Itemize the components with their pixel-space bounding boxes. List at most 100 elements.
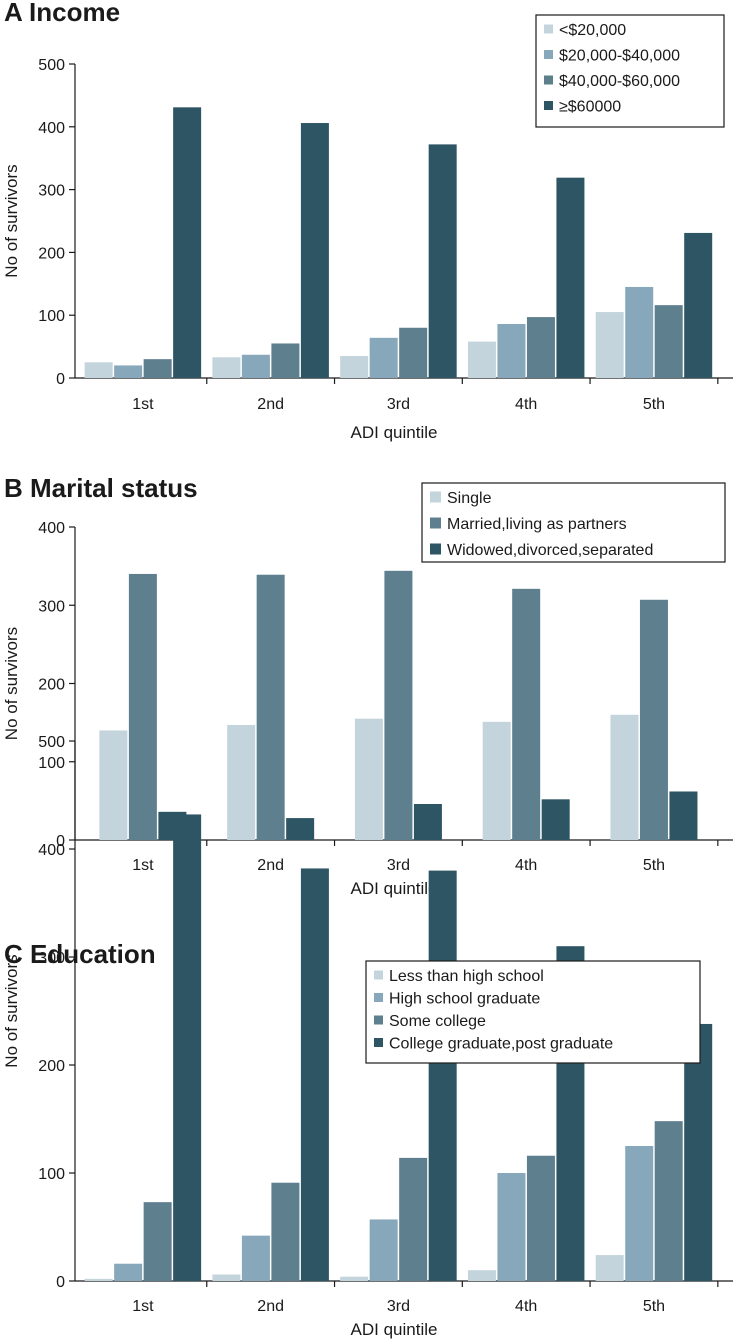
- bar: [467, 1270, 496, 1281]
- bar: [241, 354, 270, 378]
- bar: [526, 1155, 555, 1281]
- x-axis-label: ADI quintile: [351, 423, 438, 442]
- x-tick-label: 5th: [643, 396, 665, 413]
- legend-box: [365, 960, 701, 1064]
- legend-box: [535, 14, 725, 128]
- bar: [399, 1157, 428, 1281]
- legend-swatch: [544, 101, 553, 110]
- legend-entry: High school graduate: [389, 991, 540, 1008]
- bar: [300, 123, 329, 378]
- bar: [654, 1121, 683, 1281]
- legend: <$20,000 $20,000-$40,000 $40,000-$60,000 ≥$…: [535, 14, 725, 128]
- legend-entry: <$20,000: [559, 22, 626, 39]
- y-tick-label: 500: [38, 734, 65, 751]
- legend-swatch: [374, 1038, 383, 1047]
- bar: [610, 714, 639, 840]
- y-tick-label: 200: [38, 245, 65, 262]
- bar: [300, 868, 329, 1281]
- y-tick-label: 100: [38, 308, 65, 325]
- x-tick-label: 1st: [132, 857, 154, 874]
- bar: [173, 814, 202, 1281]
- legend-swatch: [430, 517, 441, 529]
- legend-entry: Single: [447, 490, 492, 507]
- bar: [340, 1276, 369, 1281]
- bar: [286, 818, 315, 840]
- bar: [595, 312, 624, 378]
- bar: [684, 1023, 713, 1281]
- x-tick-label: 5th: [643, 857, 665, 874]
- bar: [512, 588, 541, 840]
- bar: [413, 804, 442, 840]
- bar: [84, 1278, 113, 1281]
- x-tick-label: 3rd: [387, 1298, 410, 1315]
- y-tick-label: 100: [38, 755, 65, 772]
- bar: [556, 177, 585, 378]
- y-axis-label: No of survivors: [2, 954, 21, 1067]
- y-tick-label: 400: [38, 120, 65, 137]
- bar: [256, 574, 285, 840]
- legend-entry: $40,000-$60,000: [559, 73, 680, 90]
- x-tick-label: 4th: [515, 1298, 537, 1315]
- x-tick-label: 3rd: [387, 857, 410, 874]
- y-tick-label: 300: [38, 183, 65, 200]
- chart-title: C Education: [4, 939, 156, 969]
- bar: [173, 107, 202, 378]
- legend-entry: Some college: [389, 1013, 486, 1030]
- x-tick-label: 5th: [643, 1298, 665, 1315]
- y-tick-label: 400: [38, 520, 65, 537]
- bar: [684, 232, 713, 378]
- legend-entry: College graduate,post graduate: [389, 1036, 613, 1053]
- x-tick-label: 1st: [132, 396, 154, 413]
- y-axis-label: No of survivors: [2, 164, 21, 277]
- x-axis-label: ADI quintile: [351, 1320, 438, 1339]
- y-tick-label: 100: [38, 1166, 65, 1183]
- bar: [99, 730, 128, 840]
- x-tick-label: 2nd: [257, 396, 284, 413]
- bar: [84, 362, 113, 378]
- y-tick-label: 0: [56, 1274, 65, 1291]
- bar: [143, 1202, 172, 1281]
- bar: [639, 599, 668, 840]
- y-tick-label: 0: [56, 371, 65, 388]
- legend-swatch: [374, 970, 383, 980]
- x-tick-label: 1st: [132, 1298, 154, 1315]
- y-tick-label: 300: [38, 598, 65, 615]
- bar: [428, 870, 457, 1281]
- legend-swatch: [544, 75, 553, 85]
- y-tick-label: 200: [38, 1058, 65, 1075]
- bar: [467, 341, 496, 378]
- legend-swatch: [374, 1015, 383, 1025]
- legend-swatch: [544, 24, 553, 34]
- x-tick-label: 3rd: [387, 396, 410, 413]
- legend-entry: Married,living as partners: [447, 516, 627, 533]
- legend-entry: $20,000-$40,000: [559, 48, 680, 65]
- legend-entry: Widowed,divorced,separated: [447, 542, 653, 559]
- bar: [114, 1263, 143, 1281]
- legend-swatch: [430, 543, 441, 555]
- y-tick-label: 400: [38, 842, 65, 859]
- y-tick-label: 200: [38, 677, 65, 694]
- bar: [271, 343, 300, 378]
- bar: [541, 799, 570, 840]
- bar: [654, 305, 683, 378]
- x-tick-label: 2nd: [257, 857, 284, 874]
- bar: [212, 1274, 241, 1281]
- bar: [526, 317, 555, 378]
- x-tick-label: 4th: [515, 857, 537, 874]
- legend-swatch: [374, 993, 383, 1002]
- bar: [241, 1235, 270, 1281]
- chart-title: A Income: [4, 0, 120, 27]
- bar: [212, 357, 241, 378]
- bar: [669, 791, 698, 840]
- bar: [482, 721, 511, 840]
- bar: [354, 718, 383, 840]
- bar: [114, 365, 143, 378]
- chart-panel-1: A Income 0 100 200 300 400 500 No of survivors 1…: [2, 0, 733, 442]
- y-tick-label: 0: [56, 833, 65, 850]
- chart-title: B Marital status: [4, 473, 198, 503]
- bar: [227, 724, 256, 840]
- bar: [595, 1255, 624, 1281]
- x-axis-label: ADI quintile: [351, 879, 438, 898]
- legend: Single Married,living as partners Widowed,…: [421, 482, 726, 563]
